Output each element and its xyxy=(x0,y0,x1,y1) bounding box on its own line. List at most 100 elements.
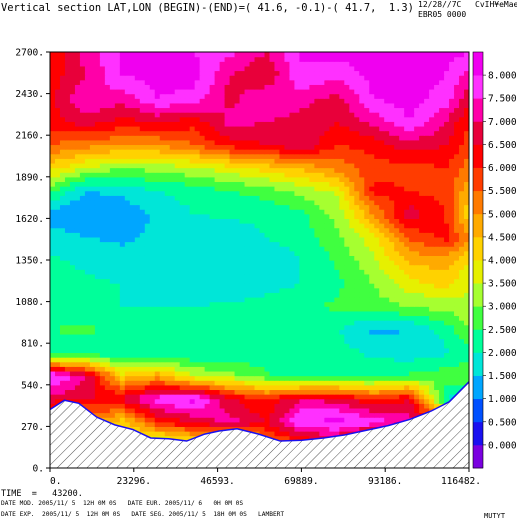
field-cell xyxy=(329,260,335,266)
field-cell xyxy=(134,389,141,395)
field-cell xyxy=(189,333,196,340)
field-cell xyxy=(449,269,455,275)
field-cell xyxy=(279,292,286,298)
field-cell xyxy=(379,269,385,275)
field-cell xyxy=(179,375,186,381)
field-cell xyxy=(369,204,375,210)
field-cell xyxy=(84,264,91,270)
field-cell xyxy=(419,394,425,400)
field-cell xyxy=(84,347,91,354)
field-cell xyxy=(179,398,186,404)
field-cell xyxy=(464,366,469,372)
field-cell xyxy=(294,260,301,266)
field-cell xyxy=(154,357,161,363)
field-cell xyxy=(439,384,445,391)
field-cell xyxy=(194,269,201,275)
field-cell xyxy=(404,246,410,252)
field-cell xyxy=(389,232,395,238)
field-cell xyxy=(50,333,56,340)
field-cell xyxy=(124,232,131,238)
field-cell xyxy=(374,366,380,372)
field-cell xyxy=(169,394,176,400)
field-cell xyxy=(364,320,370,326)
field-cell xyxy=(454,380,460,386)
field-cell xyxy=(114,417,121,423)
field-cell xyxy=(314,218,320,224)
field-cell xyxy=(344,260,350,266)
field-cell xyxy=(169,260,176,266)
field-cell xyxy=(84,343,91,349)
field-cell xyxy=(294,218,301,224)
field-cell xyxy=(64,361,71,367)
field-cell xyxy=(404,195,410,201)
field-cell xyxy=(239,292,246,298)
field-cell xyxy=(194,287,201,293)
field-cell xyxy=(124,195,131,201)
field-cell xyxy=(214,209,221,215)
field-cell xyxy=(319,296,325,303)
field-cell xyxy=(464,195,469,201)
field-cell xyxy=(219,403,226,409)
field-cell xyxy=(274,380,281,386)
field-cell xyxy=(89,394,96,400)
field-cell xyxy=(79,333,86,340)
field-cell xyxy=(439,370,445,377)
field-cell xyxy=(89,343,96,349)
field-cell xyxy=(59,347,66,354)
field-cell xyxy=(344,278,350,284)
field-cell xyxy=(404,366,410,372)
field-cell xyxy=(124,357,131,363)
field-cell xyxy=(304,283,310,289)
field-cell xyxy=(219,204,226,210)
field-cell xyxy=(379,250,385,256)
field-cell xyxy=(389,273,395,280)
field-cell xyxy=(349,333,355,340)
field-cell xyxy=(114,380,121,386)
field-cell xyxy=(114,366,121,372)
field-cell xyxy=(214,236,221,243)
field-cell xyxy=(384,209,390,215)
field-cell xyxy=(64,190,71,196)
field-cell xyxy=(324,269,330,275)
field-cell xyxy=(59,218,66,224)
field-cell xyxy=(209,283,216,289)
field-cell xyxy=(119,218,126,224)
field-cell xyxy=(459,301,465,307)
field-cell xyxy=(169,366,176,372)
field-cell xyxy=(264,431,271,437)
field-cell xyxy=(334,204,340,210)
field-cell xyxy=(79,283,86,289)
field-cell xyxy=(404,255,410,261)
field-cell xyxy=(94,273,101,280)
field-cell xyxy=(359,417,365,423)
field-cell xyxy=(414,236,420,243)
field-cell xyxy=(229,324,236,330)
field-cell xyxy=(234,301,241,307)
field-cell xyxy=(299,273,305,280)
field-cell xyxy=(84,352,91,358)
field-cell xyxy=(234,246,241,252)
field-cell xyxy=(214,227,221,233)
field-cell xyxy=(189,315,196,321)
field-cell xyxy=(50,306,56,312)
field-cell xyxy=(64,329,71,335)
field-cell xyxy=(379,273,385,280)
field-cell xyxy=(444,389,450,395)
field-cell xyxy=(149,315,156,321)
field-cell xyxy=(314,306,320,312)
field-cell xyxy=(414,403,420,409)
field-cell xyxy=(84,315,91,321)
field-cell xyxy=(444,232,450,238)
field-cell xyxy=(259,195,266,201)
field-cell xyxy=(119,283,126,289)
field-cell xyxy=(99,361,106,367)
field-cell xyxy=(374,324,380,330)
field-cell xyxy=(74,306,81,312)
field-cell xyxy=(459,287,465,293)
field-cell xyxy=(339,421,345,427)
field-cell xyxy=(124,255,131,261)
field-cell xyxy=(199,352,206,358)
field-cell xyxy=(224,301,231,307)
field-cell xyxy=(199,204,206,210)
field-cell xyxy=(254,333,261,340)
